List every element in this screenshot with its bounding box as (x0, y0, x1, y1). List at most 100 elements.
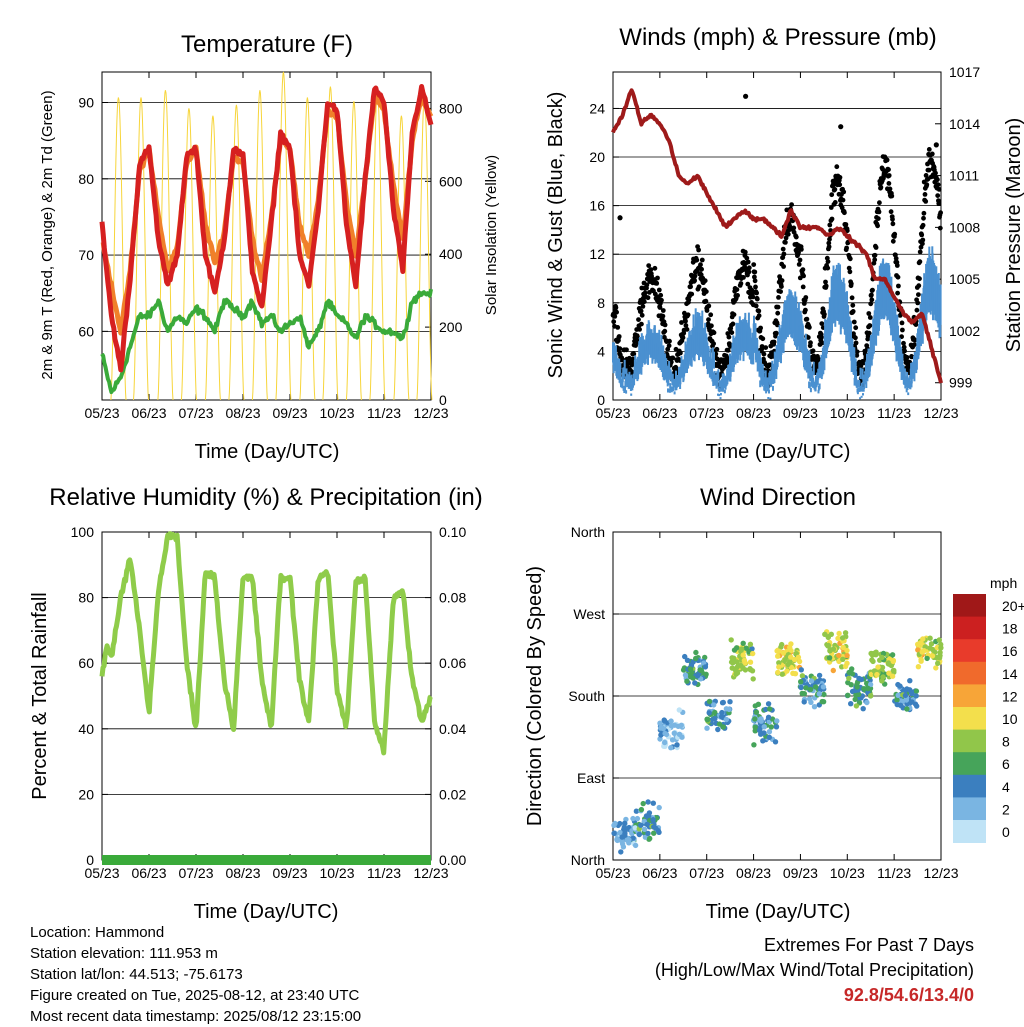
direction-point (752, 724, 758, 730)
colorbar-label: 2 (1002, 801, 1010, 817)
direction-point (895, 692, 901, 698)
direction-point (692, 680, 698, 686)
gust-point (699, 266, 704, 272)
y-tick-label: 12 (589, 246, 605, 262)
wind-mark (721, 373, 724, 383)
wind-mark (822, 360, 825, 375)
gust-point (850, 309, 856, 314)
gust-point (741, 275, 746, 280)
direction-point (792, 671, 799, 677)
gust-point (680, 335, 686, 341)
gust-point (706, 317, 711, 322)
wind-mark (764, 380, 766, 388)
wind-mark (630, 374, 633, 384)
colorbar-label: 10 (1002, 711, 1018, 727)
wind-mark (758, 364, 761, 377)
wind-mark (865, 381, 868, 388)
figure-created: Figure created on Tue, 2025-08-12, at 23… (30, 987, 360, 1004)
x-tick-label: 05/23 (595, 405, 630, 421)
direction-point (895, 681, 901, 688)
gust-point (926, 147, 932, 152)
direction-point (775, 653, 781, 659)
gust-point (923, 199, 929, 204)
direction-point (752, 716, 758, 722)
gust-point (711, 330, 717, 336)
gust-point (846, 265, 852, 271)
winds-plot-area: 05/23 06/23 07/23 08/23 09/23 10/23 11/23 12/23… (589, 64, 980, 421)
gust-point (935, 193, 941, 199)
gust-point (886, 173, 892, 178)
gust-point (916, 283, 922, 289)
direction-point (913, 688, 920, 694)
gust-point (823, 283, 829, 289)
wind-mark (861, 387, 864, 392)
gust-point (662, 322, 668, 328)
wind-mark (677, 375, 680, 384)
y-tick-label: 100 (71, 524, 95, 540)
direction-point (827, 647, 833, 653)
gust-point (775, 304, 781, 310)
y-tick-label: North (571, 524, 605, 540)
wind-mark (905, 388, 908, 393)
x-tick-label: 09/23 (783, 865, 818, 881)
gust-point (752, 274, 757, 280)
gust-point (684, 327, 690, 332)
y2-tick-label: 1017 (949, 64, 980, 80)
winds-xlabel: Time (Day/UTC) (706, 441, 851, 463)
y2-tick-label: 400 (439, 246, 463, 262)
wind-mark (862, 387, 865, 392)
direction-point (659, 724, 665, 731)
direction-point (852, 696, 858, 703)
wind-mark (669, 383, 672, 389)
gust-point (844, 245, 849, 251)
wind-mark (913, 371, 916, 382)
wind-mark (732, 335, 735, 358)
gust-point (933, 170, 938, 176)
direction-point (678, 722, 684, 728)
x-tick-label: 05/23 (84, 865, 119, 881)
gust-point (776, 295, 781, 300)
direction-point (645, 830, 651, 837)
gust-point (797, 257, 803, 263)
direction-point (807, 686, 814, 693)
wind-mark (622, 385, 625, 391)
wind-mark (671, 373, 674, 383)
temp-2m-line (99, 84, 434, 373)
gust-point (922, 192, 928, 197)
direction-point (651, 824, 657, 830)
gust-point (662, 328, 668, 334)
direction-point (723, 716, 729, 723)
wind-mark (817, 368, 820, 380)
direction-point (668, 718, 674, 724)
colorbar-unit: mph (990, 575, 1017, 591)
insolation-line (133, 97, 149, 401)
y-tick-label: North (571, 852, 605, 868)
gust-point (938, 210, 943, 216)
gust-point (773, 330, 779, 336)
wind-mark (728, 365, 731, 378)
gust-point (829, 216, 835, 222)
y-tick-label: 24 (589, 100, 605, 116)
wind-mark (726, 375, 729, 385)
y2-tick-label: 0.10 (439, 524, 466, 540)
gust-point (644, 282, 650, 288)
direction-point (776, 660, 782, 666)
humidity-ylabel-left: Percent & Total Rainfall (29, 592, 51, 800)
gust-point (658, 292, 664, 298)
wind-mark (768, 389, 770, 394)
direction-point (820, 684, 827, 690)
gust-point (803, 295, 809, 300)
gust-point (753, 303, 759, 309)
direction-point (622, 820, 628, 826)
gust-point (880, 166, 886, 172)
direction-point (694, 673, 701, 679)
wind-mark (900, 350, 903, 368)
dewpoint-line (100, 288, 433, 395)
direction-point (846, 675, 852, 681)
gust-point (685, 312, 691, 318)
gust-point (810, 348, 816, 354)
wind-mark (625, 390, 628, 394)
gust-point (637, 327, 642, 332)
direction-point (640, 800, 646, 807)
y2-tick-label: 1005 (949, 271, 980, 287)
